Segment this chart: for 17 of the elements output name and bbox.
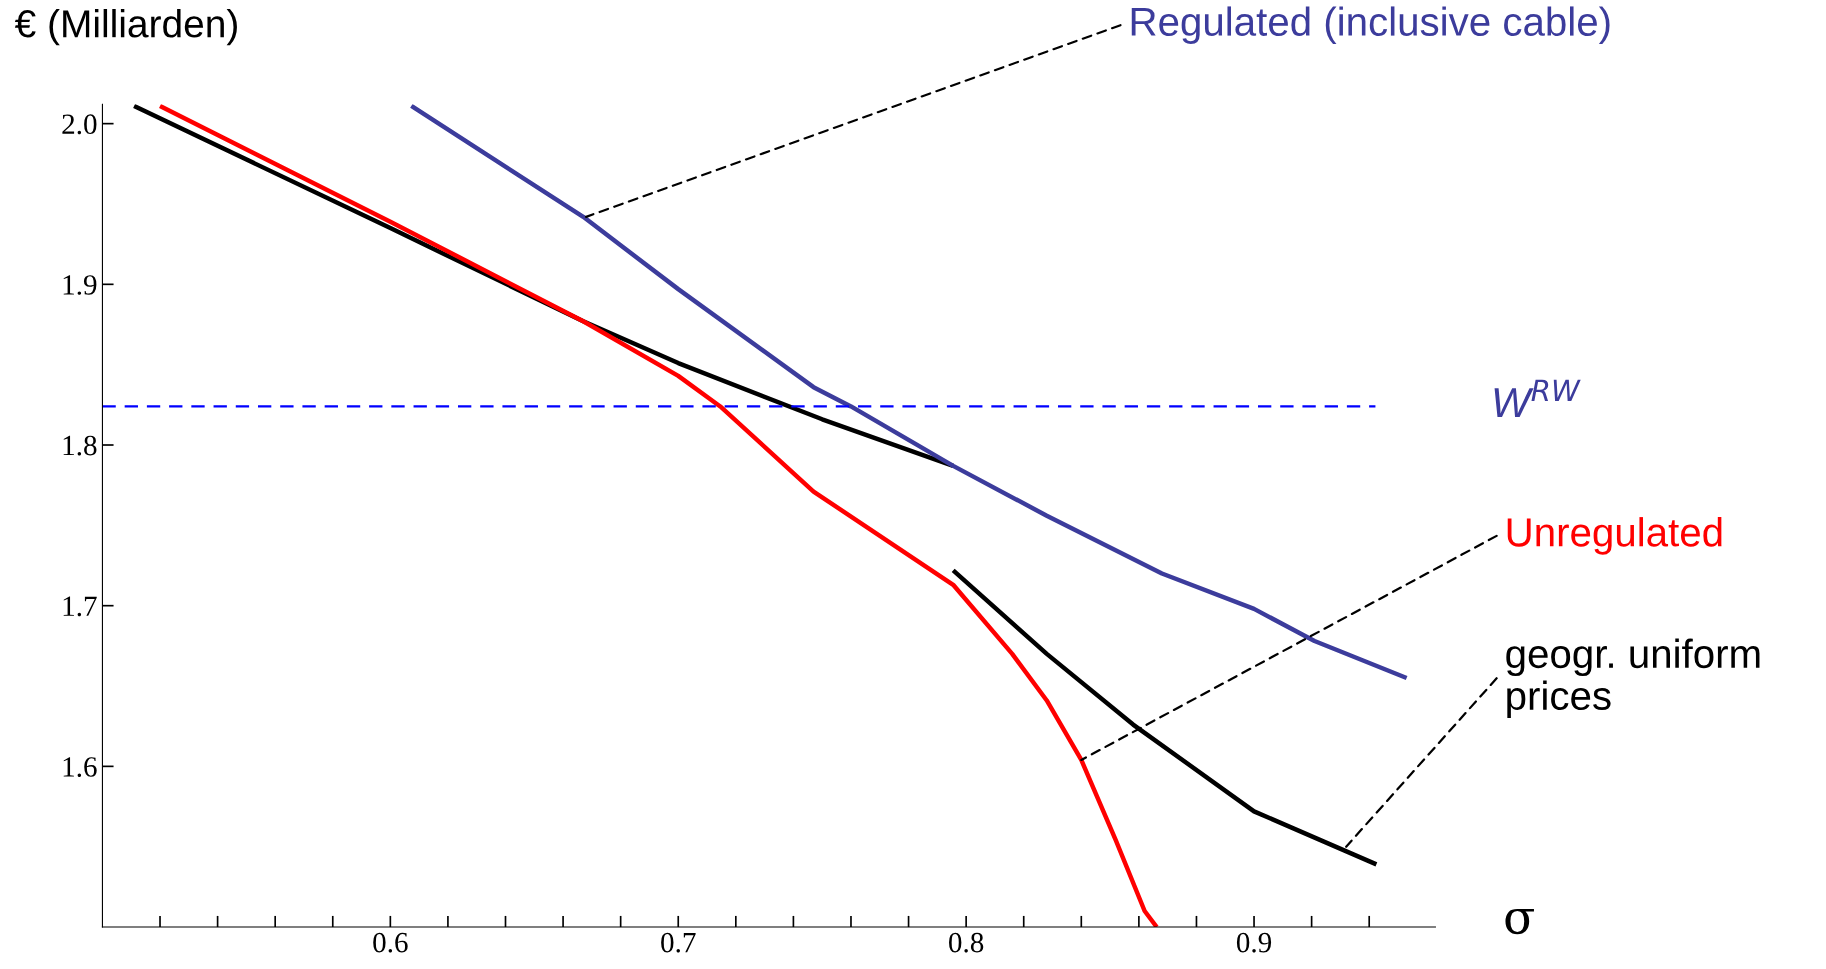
x-tick-label: 0.8	[949, 932, 984, 953]
x-tick-label: 0.6	[373, 932, 408, 953]
annotation: Regulated (inclusive cable)	[1131, 6, 1610, 44]
line-series	[157, 104, 1159, 928]
y-axis-title: € (Milliarden)	[14, 9, 237, 46]
ref-line-label: W$^{RW}$	[1494, 379, 1581, 417]
x-tick-label: 0.7	[661, 932, 696, 953]
line-series	[409, 104, 1409, 681]
y-tick-label: 2.0	[62, 114, 97, 135]
y-tick-label: 1.9	[63, 275, 97, 295]
annotation: geogr. uniform prices	[1506, 638, 1760, 719]
y-tick-label: 1.6	[63, 757, 97, 777]
x-tick-label: 0.9	[1236, 932, 1272, 953]
x-axis-title: σ	[1505, 909, 1534, 935]
y-tick-label: 1.8	[63, 435, 97, 456]
annotation: Unregulated	[1507, 517, 1722, 555]
y-tick-label: 1.7	[63, 596, 97, 617]
